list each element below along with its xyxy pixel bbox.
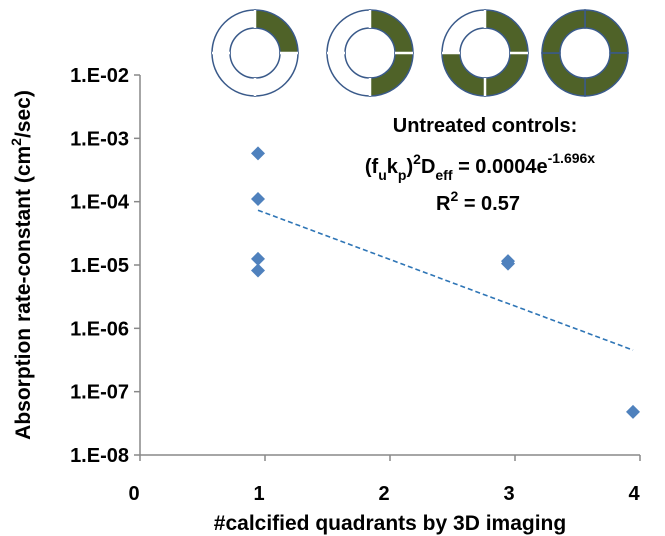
- y-axis-title: Absorption rate-constant (cm2/sec): [8, 90, 35, 440]
- quadrant-segment: [369, 52, 414, 97]
- quadrant-segment: [211, 52, 256, 97]
- quadrant-ring-icon: [441, 9, 529, 97]
- x-axis-title: #calcified quadrants by 3D imaging: [214, 512, 566, 535]
- quadrant-segment: [326, 9, 371, 54]
- y-tick-label: 1.E-04: [70, 192, 130, 214]
- y-tick-label: 1.E-02: [70, 65, 129, 87]
- data-point: [251, 263, 265, 278]
- y-tick-label: 1.E-06: [70, 318, 129, 340]
- y-ticks: 1.E-08 1.E-07 1.E-06 1.E-05 1.E-04 1.E-03 1.E-…: [70, 65, 140, 467]
- data-point: [501, 256, 515, 271]
- annotation-title: Untreated controls:: [393, 115, 577, 137]
- x-tick-label: 4: [628, 483, 640, 505]
- data-points: [251, 146, 640, 419]
- x-tick-label: 2: [378, 483, 389, 505]
- quadrant-segment: [326, 52, 371, 97]
- data-point: [251, 146, 265, 161]
- quadrant-segment: [541, 9, 586, 54]
- data-point: [251, 192, 265, 207]
- quadrant-segment: [369, 9, 414, 54]
- quadrant-segment: [254, 52, 299, 97]
- r-squared: R2 = 0.57: [436, 188, 520, 215]
- quadrant-segment: [484, 9, 529, 54]
- quadrant-segment: [584, 52, 629, 97]
- quadrant-segment: [584, 9, 629, 54]
- quadrant-ring-icon: [541, 9, 629, 97]
- x-ticks: 0 1 2 3 4: [128, 455, 641, 505]
- quadrant-segment: [211, 9, 256, 54]
- trend-equation: (fukp)2Deff = 0.0004e-1.696x: [365, 150, 595, 183]
- y-tick-label: 1.E-05: [70, 255, 129, 277]
- quadrant-segment: [254, 9, 299, 54]
- quadrant-segment: [441, 9, 486, 54]
- x-tick-label: 1: [253, 483, 264, 505]
- y-tick-label: 1.E-08: [70, 445, 129, 467]
- quadrant-icons: [211, 9, 629, 97]
- y-tick-label: 1.E-03: [70, 128, 129, 150]
- trend-line: [257, 209, 634, 351]
- quadrant-ring-icon: [211, 9, 299, 97]
- quadrant-segment: [484, 52, 529, 97]
- quadrant-ring-icon: [326, 9, 414, 97]
- quadrant-segment: [541, 52, 586, 97]
- data-point: [626, 404, 640, 419]
- x-tick-label: 0: [128, 483, 139, 505]
- y-tick-label: 1.E-07: [70, 382, 129, 404]
- x-tick-label: 3: [503, 483, 514, 505]
- data-point: [251, 251, 265, 266]
- quadrant-segment: [441, 52, 486, 97]
